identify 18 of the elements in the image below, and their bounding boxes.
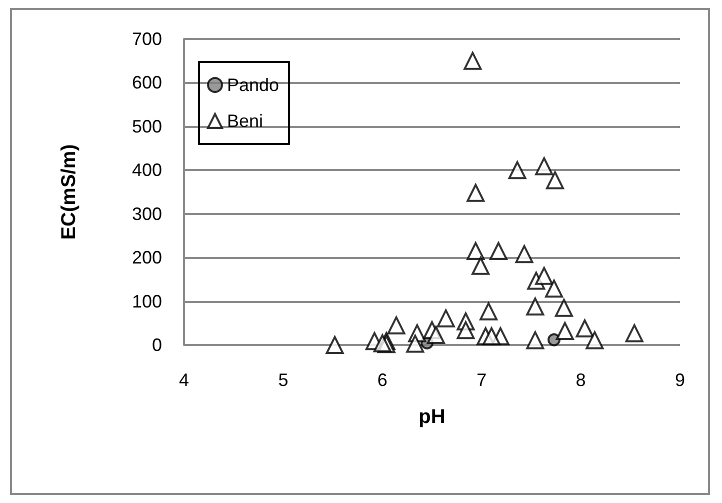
x-tick-label: 7: [476, 370, 487, 390]
y-tick-label: 200: [132, 248, 162, 268]
y-tick-label: 600: [132, 72, 162, 93]
legend-label: Beni: [227, 111, 264, 131]
y-tick-label: 700: [132, 29, 162, 49]
legend-label: Pando: [227, 75, 280, 95]
x-tick-label: 4: [178, 370, 190, 390]
y-tick-label: 300: [132, 204, 162, 224]
x-tick-label: 5: [278, 370, 288, 390]
y-tick-label: 100: [132, 291, 162, 312]
x-tick-label: 9: [674, 370, 686, 390]
x-tick-label: 8: [576, 370, 586, 390]
y-tick-label: 400: [132, 160, 162, 180]
y-tick-label: 0: [152, 335, 162, 355]
x-axis-title: pH: [418, 406, 446, 428]
y-axis-title: EC(mS/m): [58, 144, 80, 240]
y-tick-label: 500: [132, 116, 162, 136]
x-tick-label: 6: [377, 370, 388, 390]
